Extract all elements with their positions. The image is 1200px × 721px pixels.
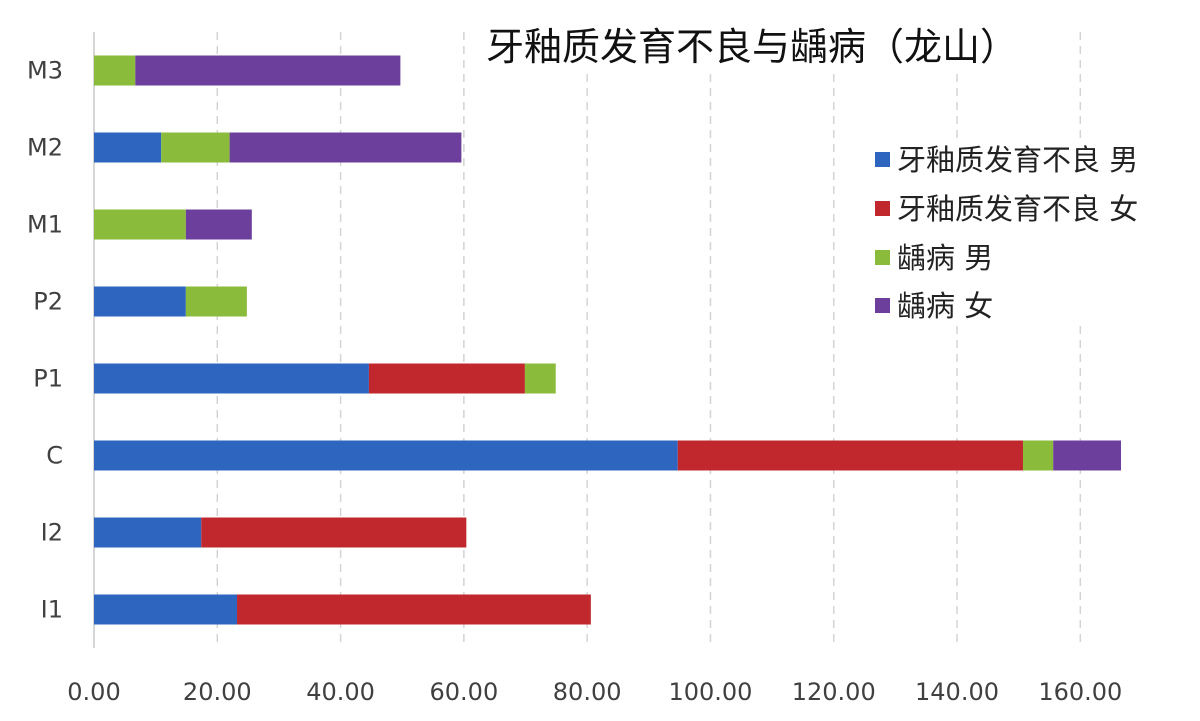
legend-swatch (875, 298, 890, 313)
legend-swatch (875, 152, 890, 167)
category-label: M2 (27, 134, 63, 162)
legend-background (866, 138, 1158, 326)
x-tick-label: 140.00 (915, 678, 999, 706)
category-label: I1 (41, 596, 63, 624)
bar-segment-I2-series-2 (201, 517, 467, 548)
chart-title: 牙釉质发育不良与龋病（龙山） (486, 25, 1018, 69)
legend-item: 龋病 男 (875, 241, 993, 275)
bar-segment-P1-series-1 (94, 363, 369, 394)
legend-label: 牙釉质发育不良 女 (897, 192, 1138, 226)
bar-segment-M3-series-3 (94, 55, 136, 86)
bars (94, 55, 1121, 625)
legend-item: 牙釉质发育不良 男 (875, 143, 1138, 177)
bar-segment-I1-series-2 (237, 594, 591, 625)
bar-segment-P1-series-3 (524, 363, 556, 394)
bar-segment-P2-series-3 (185, 286, 247, 317)
bar-segment-M2-series-1 (94, 132, 162, 163)
x-tick-label: 80.00 (553, 678, 622, 706)
bar-segment-C-series-3 (1022, 440, 1054, 471)
category-labels: M3 M2 M1 P2 P1 C I2 I1 (27, 57, 63, 624)
category-label: C (46, 442, 63, 470)
bar-segment-M2-series-3 (161, 132, 230, 163)
bar-segment-M2-series-4 (229, 132, 462, 163)
legend-label: 龋病 男 (897, 241, 993, 275)
x-tick-label: 0.00 (67, 678, 120, 706)
bar-segment-M1-series-3 (94, 209, 186, 240)
legend-item: 龋病 女 (875, 289, 993, 323)
bar-segment-M3-series-4 (135, 55, 401, 86)
category-label: I2 (41, 519, 63, 547)
legend-swatch (875, 250, 890, 265)
legend-item: 牙釉质发育不良 女 (875, 192, 1138, 226)
chart-title-box: 牙釉质发育不良与龋病（龙山） (470, 20, 1036, 72)
x-tick-labels: 0.00 20.00 40.00 60.00 80.00 100.00 120.00 140.… (67, 678, 1122, 706)
bar-segment-P2-series-1 (94, 286, 186, 317)
bar-segment-I1-series-1 (94, 594, 238, 625)
legend: 牙釉质发育不良 男 牙釉质发育不良 女 龋病 男 龋病 女 (866, 138, 1158, 326)
x-tick-label: 20.00 (183, 678, 252, 706)
bar-segment-C-series-2 (677, 440, 1023, 471)
bar-segment-C-series-1 (94, 440, 678, 471)
x-tick-label: 160.00 (1038, 678, 1122, 706)
chart-title-background (470, 20, 1036, 72)
category-label: P2 (33, 288, 63, 316)
bar-segment-I2-series-1 (94, 517, 202, 548)
category-label: M1 (27, 211, 63, 239)
legend-label: 牙釉质发育不良 男 (897, 143, 1138, 177)
bar-segment-C-series-4 (1053, 440, 1121, 471)
category-label: P1 (33, 365, 63, 393)
x-tick-label: 40.00 (306, 678, 375, 706)
bar-segment-M1-series-4 (185, 209, 252, 240)
legend-swatch (875, 201, 890, 216)
legend-label: 龋病 女 (897, 289, 993, 323)
bar-segment-P1-series-2 (368, 363, 525, 394)
x-tick-label: 100.00 (668, 678, 752, 706)
x-tick-label: 120.00 (792, 678, 876, 706)
x-tick-label: 60.00 (430, 678, 499, 706)
category-label: M3 (27, 57, 63, 85)
